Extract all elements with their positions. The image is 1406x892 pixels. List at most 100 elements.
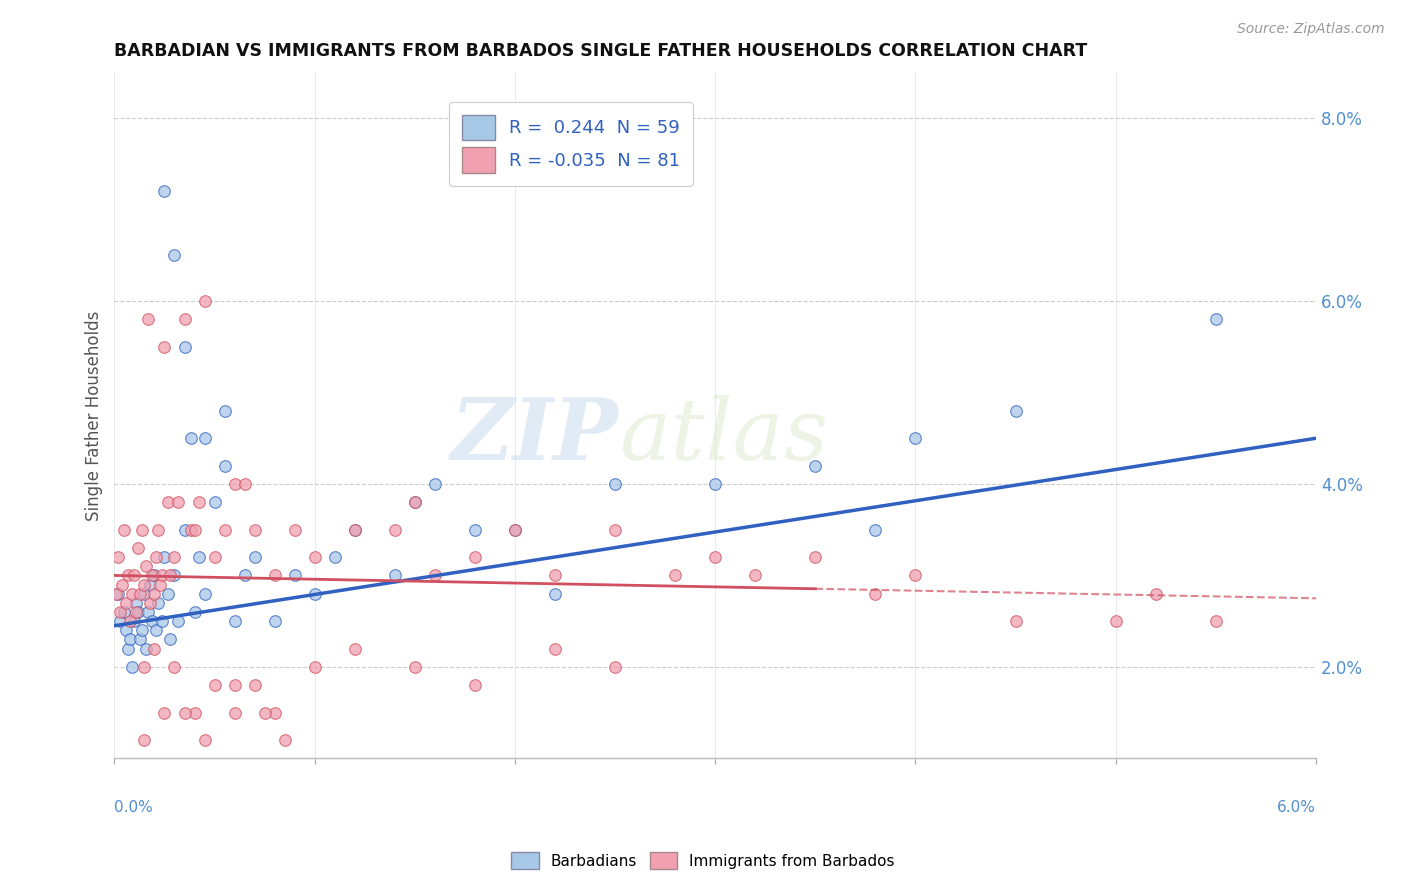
Point bbox=[704, 477, 727, 491]
Point bbox=[1205, 614, 1227, 628]
Point bbox=[183, 706, 205, 720]
Point bbox=[124, 614, 146, 628]
Point bbox=[110, 605, 132, 619]
Point bbox=[1004, 614, 1026, 628]
Point bbox=[865, 587, 887, 601]
Point bbox=[214, 523, 236, 537]
Point bbox=[143, 568, 166, 582]
Point bbox=[384, 523, 406, 537]
Text: atlas: atlas bbox=[619, 394, 828, 477]
Point bbox=[121, 587, 143, 601]
Point bbox=[173, 340, 195, 354]
Point bbox=[117, 641, 139, 656]
Point bbox=[183, 605, 205, 619]
Point bbox=[1105, 614, 1128, 628]
Point bbox=[153, 550, 176, 565]
Point bbox=[157, 495, 180, 509]
Point bbox=[865, 523, 887, 537]
Point bbox=[148, 596, 170, 610]
Point bbox=[125, 605, 148, 619]
Point bbox=[193, 294, 215, 309]
Point bbox=[115, 596, 138, 610]
Point bbox=[664, 568, 686, 582]
Point bbox=[125, 596, 148, 610]
Point bbox=[204, 495, 226, 509]
Point bbox=[233, 477, 256, 491]
Point bbox=[173, 312, 195, 326]
Point bbox=[152, 568, 174, 582]
Point bbox=[141, 614, 163, 628]
Point bbox=[423, 477, 446, 491]
Point bbox=[173, 706, 195, 720]
Point bbox=[404, 660, 426, 674]
Point bbox=[243, 523, 266, 537]
Point bbox=[253, 706, 276, 720]
Point bbox=[904, 568, 927, 582]
Point bbox=[107, 550, 129, 565]
Point bbox=[157, 587, 180, 601]
Point bbox=[323, 550, 346, 565]
Point bbox=[233, 568, 256, 582]
Point bbox=[503, 523, 526, 537]
Point bbox=[129, 587, 152, 601]
Point bbox=[263, 614, 285, 628]
Point bbox=[1004, 404, 1026, 418]
Point bbox=[134, 660, 156, 674]
Point bbox=[304, 660, 326, 674]
Point bbox=[167, 495, 190, 509]
Point bbox=[744, 568, 766, 582]
Point bbox=[343, 523, 366, 537]
Point bbox=[204, 678, 226, 692]
Point bbox=[214, 404, 236, 418]
Point bbox=[804, 550, 827, 565]
Text: ZIP: ZIP bbox=[451, 394, 619, 478]
Point bbox=[152, 614, 174, 628]
Point bbox=[263, 568, 285, 582]
Y-axis label: Single Father Households: Single Father Households bbox=[86, 310, 103, 521]
Point bbox=[153, 706, 176, 720]
Legend: Barbadians, Immigrants from Barbados: Barbadians, Immigrants from Barbados bbox=[505, 846, 901, 875]
Point bbox=[141, 568, 163, 582]
Point bbox=[129, 632, 152, 647]
Point bbox=[304, 587, 326, 601]
Point bbox=[804, 458, 827, 473]
Point bbox=[384, 568, 406, 582]
Point bbox=[1205, 312, 1227, 326]
Point bbox=[159, 568, 181, 582]
Point bbox=[138, 605, 160, 619]
Point bbox=[131, 624, 153, 638]
Point bbox=[187, 550, 209, 565]
Point bbox=[343, 523, 366, 537]
Point bbox=[284, 568, 307, 582]
Point bbox=[904, 431, 927, 445]
Point bbox=[110, 614, 132, 628]
Point bbox=[204, 550, 226, 565]
Point bbox=[153, 340, 176, 354]
Point bbox=[153, 184, 176, 198]
Point bbox=[503, 523, 526, 537]
Point bbox=[135, 641, 157, 656]
Point bbox=[243, 550, 266, 565]
Point bbox=[134, 577, 156, 591]
Point bbox=[243, 678, 266, 692]
Point bbox=[127, 605, 149, 619]
Point bbox=[163, 660, 186, 674]
Point bbox=[544, 641, 567, 656]
Text: 0.0%: 0.0% bbox=[114, 799, 153, 814]
Point bbox=[193, 733, 215, 747]
Point bbox=[120, 632, 142, 647]
Point bbox=[159, 632, 181, 647]
Point bbox=[111, 577, 134, 591]
Point bbox=[304, 550, 326, 565]
Point bbox=[179, 523, 201, 537]
Point bbox=[224, 706, 246, 720]
Point bbox=[193, 431, 215, 445]
Point bbox=[163, 568, 186, 582]
Point bbox=[603, 477, 626, 491]
Point bbox=[139, 577, 162, 591]
Point bbox=[224, 614, 246, 628]
Point bbox=[179, 431, 201, 445]
Point bbox=[143, 587, 166, 601]
Point bbox=[183, 523, 205, 537]
Point bbox=[120, 614, 142, 628]
